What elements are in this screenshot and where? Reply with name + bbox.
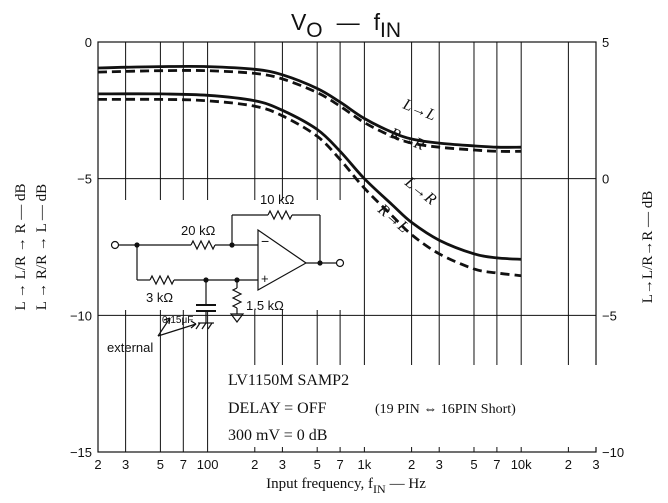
bias-ground <box>229 313 245 323</box>
circuit-diagram <box>110 200 350 337</box>
x-tick-label: 2 <box>565 457 572 472</box>
y-left-tick-label: −10 <box>70 308 92 323</box>
curve-label-l-to-l: L→L <box>400 96 439 125</box>
x-tick-label: 2 <box>408 457 415 472</box>
curve-label-r-to-r: R→R <box>387 125 427 155</box>
external-arrow-1 <box>157 317 171 337</box>
output-terminal <box>335 258 345 268</box>
external-arrow-2 <box>157 323 197 337</box>
x-tick-label: 5 <box>470 457 477 472</box>
resistor-10k <box>267 209 293 221</box>
y-left-tick-label: 0 <box>85 35 92 50</box>
output-junction-dot <box>317 260 323 266</box>
x-tick-label: 5 <box>157 457 164 472</box>
input-terminal <box>110 240 120 250</box>
y-right-tick-label: −5 <box>602 308 617 323</box>
label-1k5: 1.5 kΩ <box>246 298 284 313</box>
annotation-background <box>220 365 600 447</box>
x-tick-label: 2 <box>94 457 101 472</box>
circuit-labels: 10 kΩ 20 kΩ 3 kΩ 1.5 kΩ 0.15μF external … <box>107 192 295 355</box>
series-line-1 <box>97 69 522 153</box>
y-right-label: L→L/R→R — dB <box>640 191 656 304</box>
series-line-2 <box>97 92 522 261</box>
circuit-background <box>110 200 350 310</box>
series-line-3 <box>97 97 522 278</box>
y-right-tick-label: −10 <box>602 445 624 460</box>
label-capacitor: 0.15μF <box>162 315 193 326</box>
curve-label-r-to-l: R→L <box>374 200 412 236</box>
resistor-3k <box>149 274 175 286</box>
resistor-20k <box>190 239 216 251</box>
annotation-pin: (19 PIN ⇔ 16PIN Short) <box>375 402 516 417</box>
series-layer <box>97 64 522 278</box>
y-left-tick-label: −15 <box>70 445 92 460</box>
x-tick-label: 10k <box>511 457 532 472</box>
x-tick-label: 7 <box>336 457 343 472</box>
label-10k: 10 kΩ <box>260 192 295 207</box>
x-tick-label: 5 <box>314 457 321 472</box>
plot-frame <box>97 41 597 453</box>
x-tick-label: 3 <box>436 457 443 472</box>
x-tick-label: 3 <box>122 457 129 472</box>
chart-title: VO — fIN <box>291 9 401 42</box>
y-left-label-2: L → R/R → L — dB <box>34 184 50 310</box>
resistor-1k5 <box>231 287 243 309</box>
label-external: external <box>107 340 153 355</box>
x-tick-label: 100 <box>197 457 219 472</box>
y-right-tick-label: 0 <box>602 172 609 187</box>
x-tick-label: 7 <box>180 457 187 472</box>
cap-ground-hatch <box>195 322 213 330</box>
annotation-reference: 300 mV = 0 dB <box>228 427 327 444</box>
y-left-tick-label: −5 <box>77 172 92 187</box>
y-right-tick-label: 5 <box>602 35 609 50</box>
x-tick-label: 3 <box>592 457 599 472</box>
series-line-0 <box>97 64 522 149</box>
external-arrowhead-1 <box>163 317 171 325</box>
x-tick-label: 2 <box>251 457 258 472</box>
label-20k: 20 kΩ <box>181 223 216 238</box>
label-3k: 3 kΩ <box>146 290 173 305</box>
annotation-part: LV1150M SAMP2 <box>228 372 349 389</box>
x-axis-label: Input frequency, fIN — Hz <box>266 476 426 496</box>
opamp-minus: − <box>261 233 269 249</box>
x-tick-label: 3 <box>279 457 286 472</box>
x-tick-label: 1k <box>358 457 372 472</box>
opamp-plus: + <box>261 271 269 286</box>
external-arrowhead-2 <box>190 320 197 329</box>
y-left-label-1: L → L/R → R — dB <box>13 184 29 311</box>
annotation-delay: DELAY = OFF <box>228 400 327 417</box>
opamp-triangle <box>257 228 308 292</box>
x-tick-label: 7 <box>493 457 500 472</box>
